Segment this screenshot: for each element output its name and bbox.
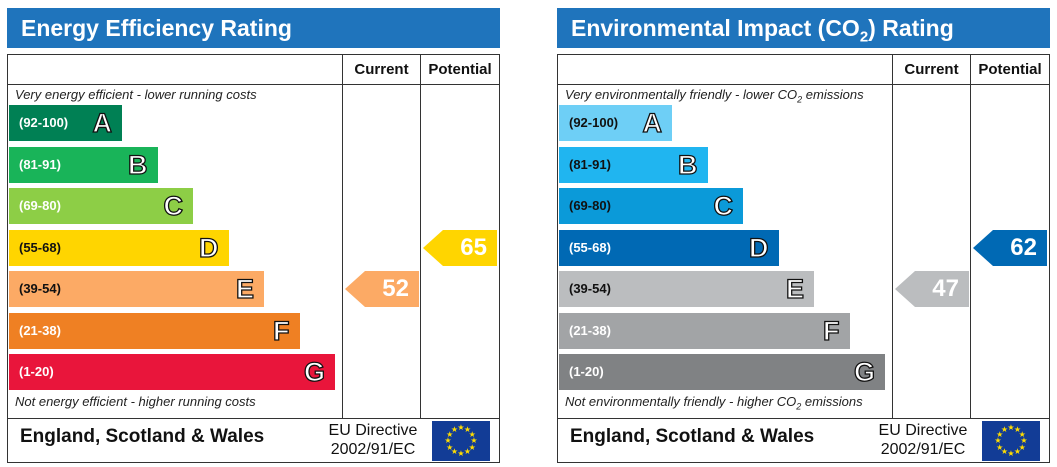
band-letter: G: [303, 356, 325, 387]
band-f: (21-38) F: [9, 312, 300, 349]
band-range-label: (1-20): [19, 364, 54, 379]
band-letter: F: [822, 315, 840, 346]
current-rating-value: 52: [382, 275, 409, 302]
potential-rating-arrow: 65: [423, 229, 497, 266]
band-range-label: (39-54): [569, 281, 611, 296]
band-range-label: (81-91): [569, 156, 611, 172]
rating-table: Current Potential Very environmentally f…: [557, 54, 1050, 463]
band-b: (81-91) B: [559, 146, 708, 183]
column-header-potential: Potential: [978, 61, 1042, 78]
potential-rating-arrow: 62: [973, 229, 1047, 266]
band-letter: G: [853, 356, 875, 387]
current-rating-arrow: 47: [895, 271, 969, 307]
star-icon: ★: [446, 429, 454, 439]
bottom-caption: Not energy efficient - higher running co…: [15, 394, 256, 409]
potential-rating-value: 65: [460, 233, 487, 261]
band-c: (69-80) C: [9, 188, 193, 224]
band-e: (39-54) E: [559, 271, 814, 307]
band-a: (92-100) A: [9, 105, 122, 141]
band-c: (69-80) C: [559, 188, 743, 224]
region-label: England, Scotland & Wales: [570, 426, 815, 447]
band-range-label: (21-38): [569, 322, 611, 338]
band-letter: B: [127, 149, 148, 180]
band-range-label: (81-91): [19, 156, 61, 172]
star-icon: ★: [1013, 447, 1022, 457]
band-b: (81-91) B: [9, 146, 158, 183]
band-letter: E: [235, 273, 254, 304]
star-icon: ★: [1007, 449, 1015, 458]
eu-directive-label: EU Directive 2002/91/EC: [328, 422, 418, 458]
star-icon: ★: [1000, 447, 1009, 457]
band-letter: D: [748, 232, 769, 263]
band-letter: C: [163, 190, 184, 221]
rating-table: Current Potential Very energy efficient …: [7, 54, 500, 463]
band-range-label: (92-100): [19, 115, 69, 130]
eu-directive-label: EU Directive 2002/91/EC: [878, 422, 968, 458]
band-range-label: (69-80): [569, 198, 611, 213]
star-icon: ★: [463, 424, 472, 434]
bottom-caption: Not environmentally friendly - higher CO…: [565, 394, 863, 412]
band-a: (92-100) A: [559, 105, 672, 141]
top-caption: Very environmentally friendly - lower CO…: [565, 87, 864, 105]
star-icon: ★: [457, 449, 465, 458]
band-range-label: (92-100): [569, 115, 619, 130]
star-icon: ★: [463, 447, 472, 457]
band-letter: A: [92, 107, 113, 138]
star-icon: ★: [1018, 429, 1026, 439]
star-icon: ★: [457, 423, 465, 432]
band-letter: C: [713, 190, 734, 221]
region-label: England, Scotland & Wales: [20, 426, 265, 447]
current-rating-value: 47: [932, 275, 959, 302]
band-range-label: (55-68): [569, 239, 611, 255]
band-range-label: (55-68): [19, 239, 61, 255]
star-icon: ★: [1020, 436, 1028, 445]
star-icon: ★: [450, 447, 459, 457]
band-g: (1-20) G: [9, 354, 335, 390]
column-header-current: Current: [904, 61, 959, 78]
energy-efficiency-panel: Energy Efficiency Rating Current Potenti…: [7, 8, 500, 463]
star-icon: ★: [1013, 424, 1022, 434]
star-icon: ★: [994, 436, 1002, 445]
environmental-impact-panel: Environmental Impact (CO2) Rating Curren…: [557, 8, 1050, 463]
band-d: (55-68) D: [9, 229, 229, 266]
band-letter: D: [198, 232, 219, 263]
eu-flag-icon: ★ ★ ★ ★ ★ ★ ★ ★ ★ ★ ★ ★: [432, 421, 490, 461]
band-e: (39-54) E: [9, 271, 264, 307]
star-icon: ★: [450, 424, 459, 434]
band-letter: E: [785, 273, 804, 304]
star-icon: ★: [468, 429, 476, 439]
current-rating-arrow: 52: [345, 271, 419, 307]
band-letter: A: [642, 107, 663, 138]
eu-flag-icon: ★ ★ ★ ★ ★ ★ ★ ★ ★ ★ ★ ★: [982, 421, 1040, 461]
star-icon: ★: [996, 442, 1004, 452]
star-icon: ★: [1000, 424, 1009, 434]
star-icon: ★: [468, 442, 476, 452]
band-range-label: (1-20): [569, 364, 604, 379]
potential-rating-value: 62: [1010, 233, 1037, 261]
band-letter: B: [677, 149, 698, 180]
star-icon: ★: [1018, 442, 1026, 452]
panel-title: Energy Efficiency Rating: [7, 8, 500, 48]
band-range-label: (39-54): [19, 281, 61, 296]
band-letter: F: [272, 315, 290, 346]
band-d: (55-68) D: [559, 229, 779, 266]
star-icon: ★: [444, 436, 452, 445]
star-icon: ★: [446, 442, 454, 452]
band-range-label: (21-38): [19, 322, 61, 338]
band-f: (21-38) F: [559, 312, 850, 349]
star-icon: ★: [1007, 423, 1015, 432]
star-icon: ★: [470, 436, 478, 445]
column-header-potential: Potential: [428, 61, 492, 78]
band-g: (1-20) G: [559, 354, 885, 390]
column-header-current: Current: [354, 61, 409, 78]
panel-title: Environmental Impact (CO2) Rating: [557, 8, 1050, 48]
star-icon: ★: [996, 429, 1004, 439]
top-caption: Very energy efficient - lower running co…: [15, 87, 257, 102]
band-range-label: (69-80): [19, 198, 61, 213]
